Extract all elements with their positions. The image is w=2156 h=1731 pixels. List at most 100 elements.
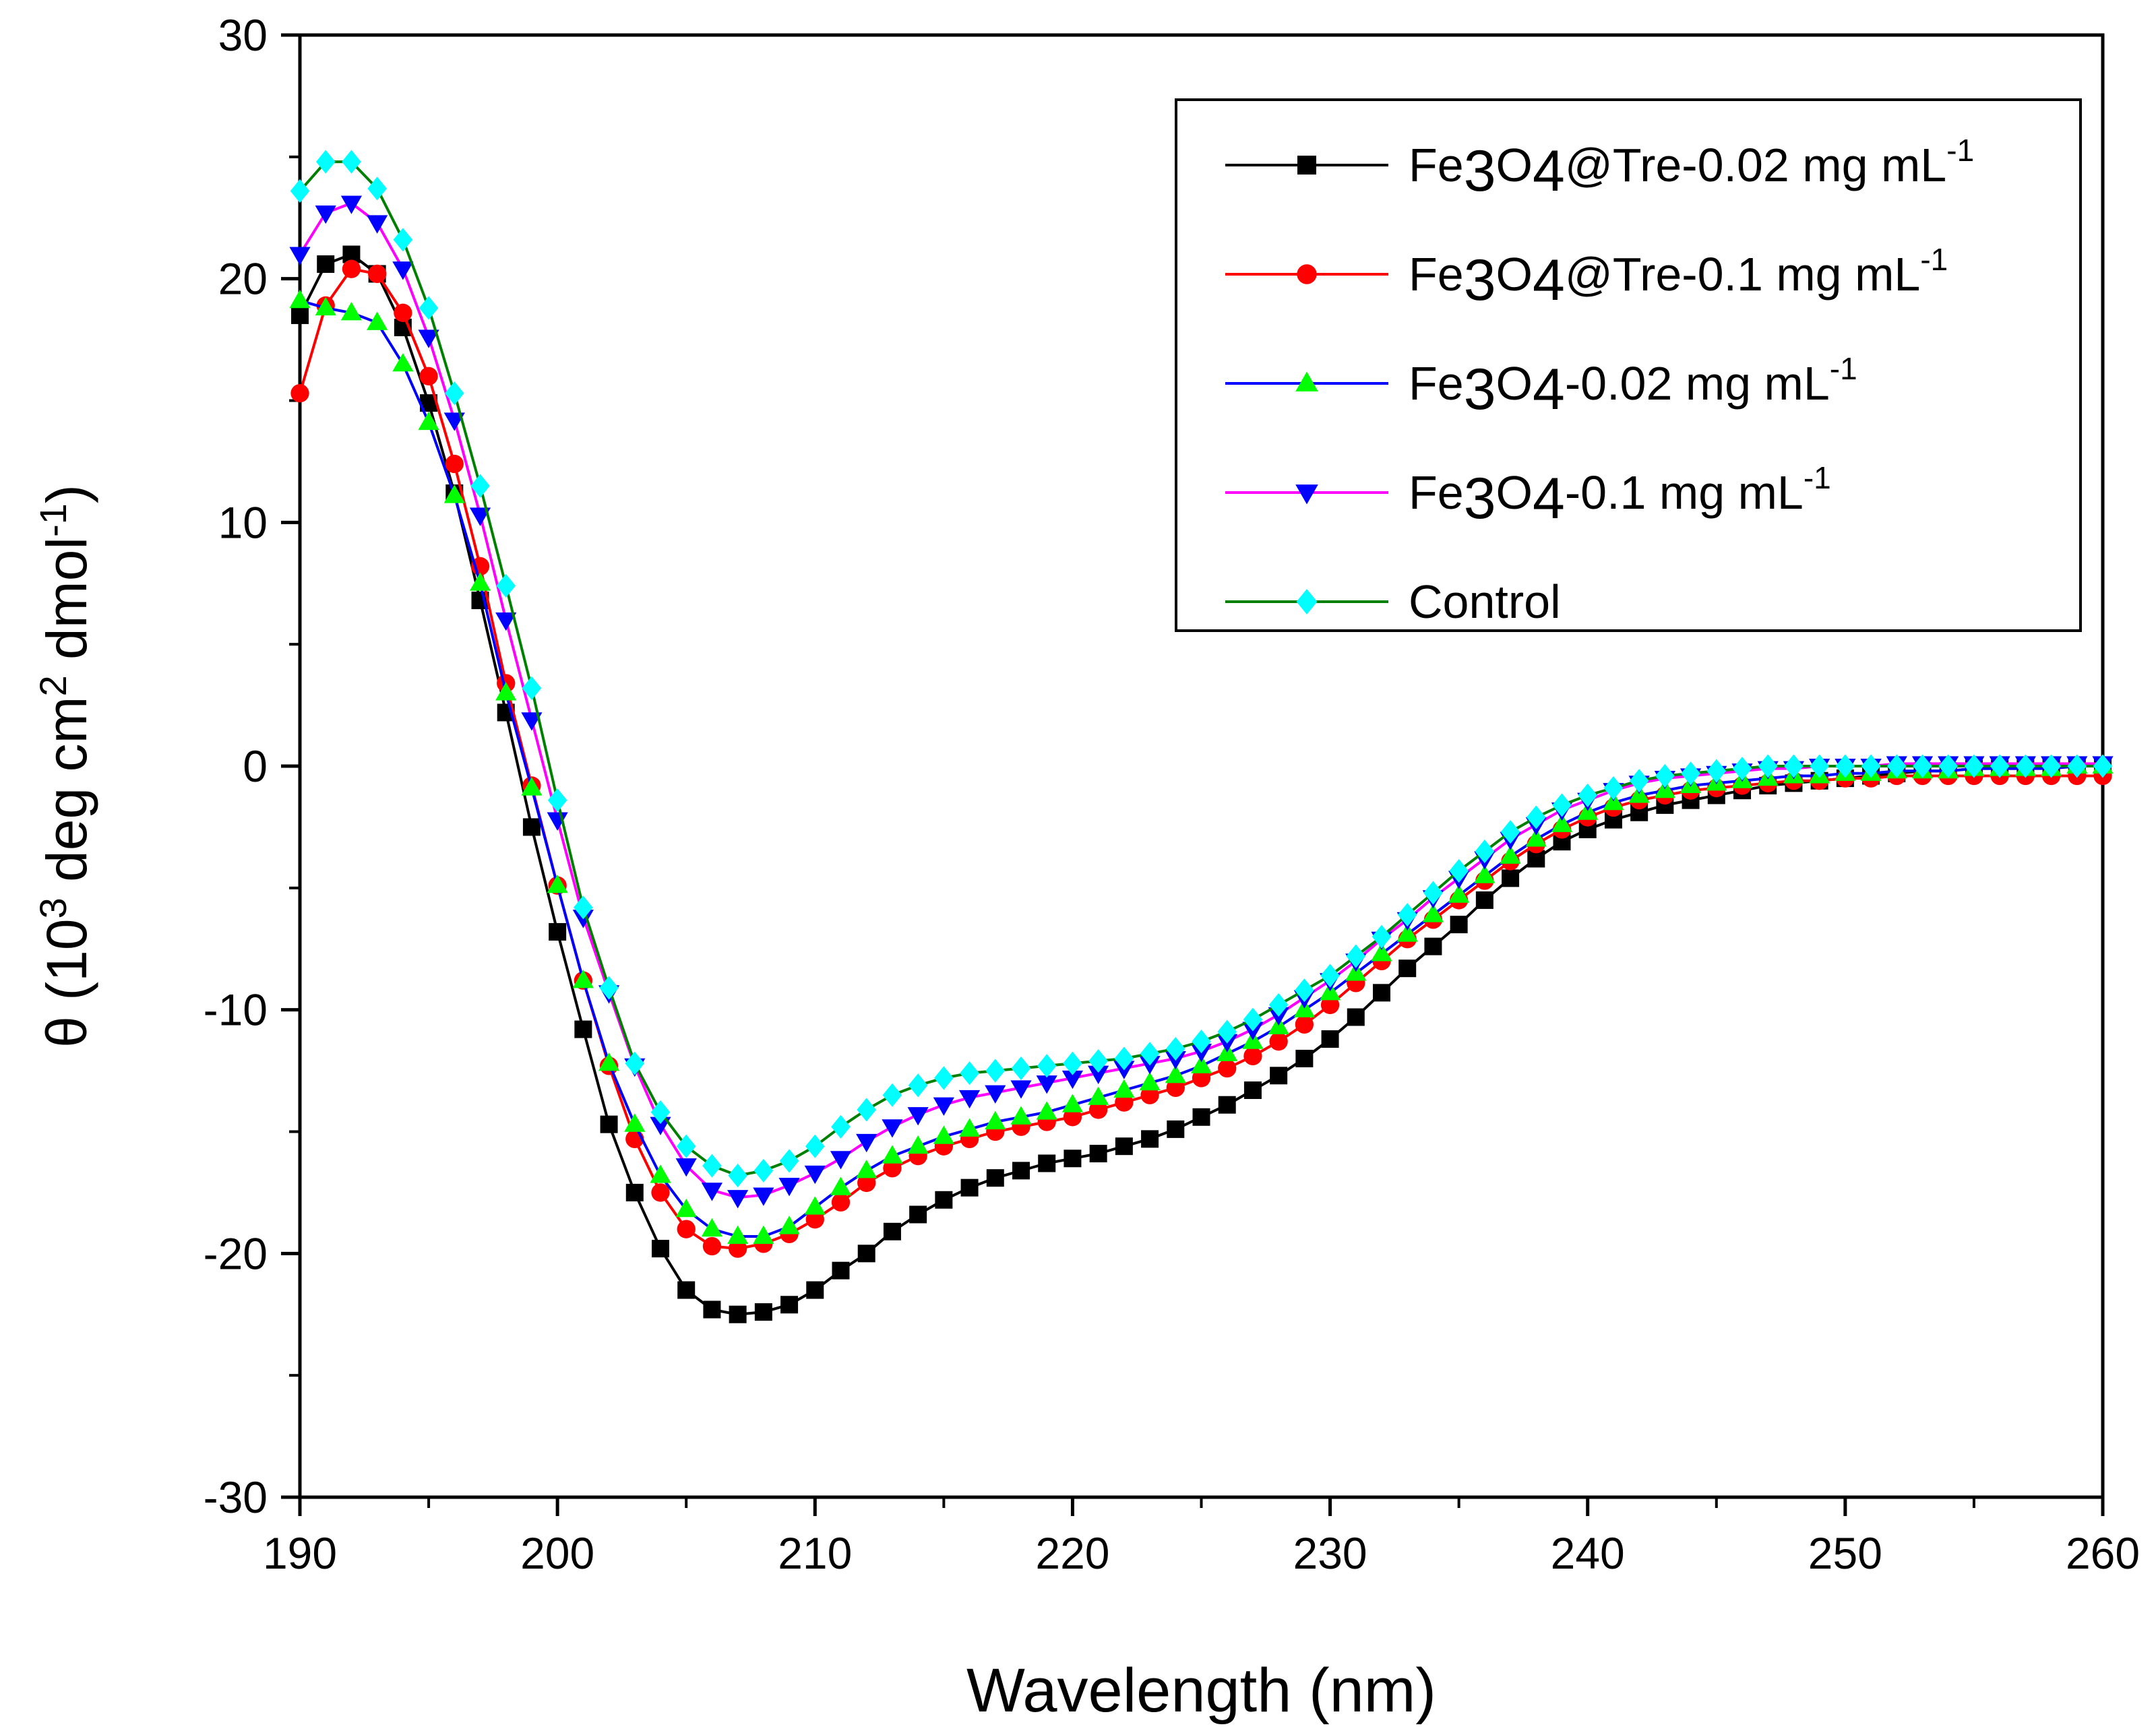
series-4-point bbox=[1037, 1054, 1057, 1078]
series-1-point bbox=[857, 1173, 876, 1193]
series-0-point bbox=[1141, 1130, 1159, 1148]
series-4-point bbox=[1758, 754, 1778, 778]
series-3-point bbox=[727, 1190, 749, 1209]
legend-label: Fe3O4-0.02 mg mL-1 bbox=[1409, 351, 1857, 422]
series-0-point bbox=[677, 1281, 696, 1299]
series-0-point bbox=[1012, 1162, 1030, 1180]
series-3-point bbox=[315, 205, 336, 224]
y-tick-label: -10 bbox=[204, 985, 268, 1035]
series-4-point bbox=[1835, 754, 1855, 778]
series-0-point bbox=[806, 1281, 824, 1299]
series-4-point bbox=[934, 1066, 954, 1090]
series-2-point bbox=[1500, 845, 1521, 864]
series-4-point bbox=[1423, 881, 1443, 905]
series-4-point bbox=[599, 976, 619, 1000]
series-0-point bbox=[1115, 1137, 1133, 1156]
series-2-point bbox=[701, 1218, 723, 1237]
series-4-point bbox=[1784, 754, 1804, 778]
x-tick-label: 260 bbox=[2066, 1528, 2140, 1578]
series-2-point bbox=[469, 572, 491, 591]
series-4 bbox=[290, 150, 2113, 1188]
series-2-point bbox=[830, 1176, 852, 1195]
series-4-point bbox=[419, 296, 439, 320]
legend-swatch-marker bbox=[1297, 264, 1317, 284]
series-4-point bbox=[650, 1100, 671, 1125]
series-1-point bbox=[805, 1210, 824, 1229]
series-0-point bbox=[1502, 869, 1520, 887]
series-4-point bbox=[908, 1073, 928, 1098]
x-tick-label: 200 bbox=[520, 1528, 594, 1578]
series-2-point bbox=[1551, 813, 1573, 832]
series-0-point bbox=[291, 306, 309, 324]
series-2-point bbox=[1036, 1101, 1057, 1120]
series-1-point bbox=[728, 1239, 747, 1258]
series-4-point bbox=[728, 1164, 747, 1188]
series-0-point bbox=[1167, 1120, 1185, 1138]
series-3-point bbox=[701, 1183, 723, 1201]
series-4-point bbox=[1217, 1019, 1237, 1044]
series-4-point bbox=[1165, 1036, 1185, 1061]
series-4-point bbox=[496, 573, 516, 598]
series-1-point bbox=[394, 303, 412, 322]
series-3-point bbox=[495, 612, 517, 631]
series-0-point bbox=[574, 1020, 592, 1038]
series-3-point bbox=[650, 1116, 671, 1135]
series-1-point bbox=[1320, 995, 1340, 1015]
series-1-point bbox=[367, 264, 387, 284]
series-4-point bbox=[522, 676, 542, 700]
series-4-point bbox=[1192, 1030, 1211, 1054]
x-tick-label: 240 bbox=[1551, 1528, 1625, 1578]
series-4-point bbox=[779, 1149, 799, 1173]
series-0-point bbox=[652, 1240, 669, 1258]
series-0-point bbox=[1450, 916, 1468, 934]
series-2-point bbox=[650, 1164, 671, 1183]
series-4-point bbox=[1526, 805, 1546, 829]
series-0-point bbox=[909, 1205, 927, 1224]
series-0-point bbox=[317, 255, 335, 273]
series-4-point bbox=[1295, 978, 1314, 1003]
series-4-point bbox=[1268, 993, 1289, 1017]
series-4-point bbox=[290, 179, 310, 203]
axis-ticks: 190 200 210 220 230 240 250 260 -30 -20 -10 0 10 20 30 bbox=[204, 10, 2140, 1578]
series-4-point bbox=[1500, 820, 1520, 844]
series-4-point bbox=[1475, 840, 1495, 864]
series-0-point bbox=[1373, 984, 1390, 1002]
y-tick-label: 0 bbox=[243, 741, 268, 791]
series-0-point bbox=[522, 818, 541, 836]
series-2-point bbox=[1371, 943, 1392, 962]
series-3-point bbox=[985, 1085, 1006, 1104]
series-4-point bbox=[1681, 761, 1700, 786]
series-3-point bbox=[804, 1165, 826, 1185]
series-3-point bbox=[418, 329, 439, 348]
series-4-point bbox=[805, 1134, 825, 1158]
series-0-point bbox=[625, 1183, 644, 1201]
series-3-point bbox=[856, 1133, 877, 1153]
series-1-point bbox=[1140, 1085, 1159, 1104]
series-2-point bbox=[572, 970, 594, 988]
x-tick-label: 190 bbox=[263, 1528, 337, 1578]
y-axis-title: θ (103 deg cm2 dmol-1) bbox=[32, 484, 98, 1048]
y-tick-label: 10 bbox=[218, 497, 268, 547]
series-1-point bbox=[651, 1183, 670, 1202]
series-2-point bbox=[547, 874, 568, 893]
series-4-point bbox=[753, 1158, 774, 1183]
series-3-point bbox=[367, 215, 388, 234]
series-4-point bbox=[1732, 757, 1752, 781]
series-1-point bbox=[677, 1220, 696, 1238]
legend-label: Fe3O4@Tre-0.02 mg mL-1 bbox=[1409, 133, 1974, 203]
series-0-point bbox=[1089, 1145, 1107, 1163]
series-3-point bbox=[1088, 1065, 1109, 1084]
series-2-point bbox=[315, 296, 336, 316]
series-0-point bbox=[1424, 937, 1442, 955]
series-2-point bbox=[907, 1135, 929, 1154]
series-1-point bbox=[1088, 1100, 1108, 1119]
series-1-point bbox=[1295, 1015, 1314, 1034]
series-3-point bbox=[958, 1090, 981, 1109]
series-0-point bbox=[754, 1303, 772, 1321]
series-1-point bbox=[831, 1193, 851, 1212]
series-2-point bbox=[1113, 1079, 1135, 1098]
legend-item: Control bbox=[1225, 575, 1561, 628]
series-2-point bbox=[1525, 828, 1547, 847]
series-4-point bbox=[1088, 1049, 1108, 1073]
